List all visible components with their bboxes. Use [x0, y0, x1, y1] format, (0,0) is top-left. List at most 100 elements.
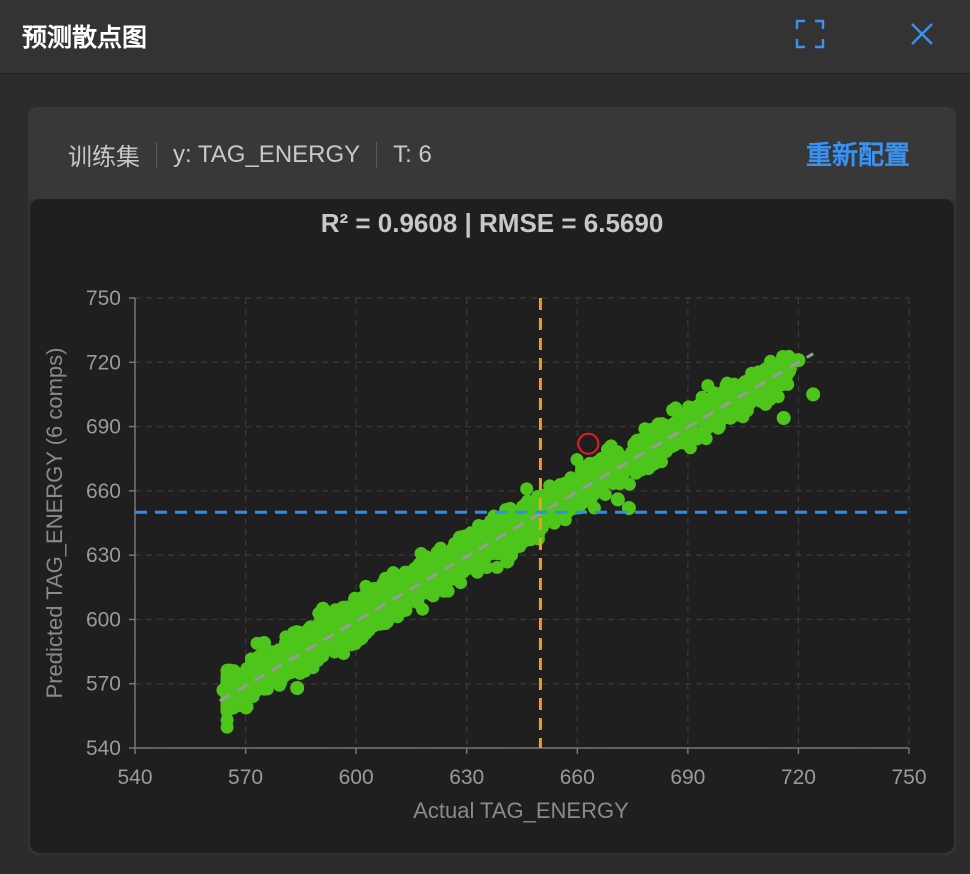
data-point — [778, 369, 791, 383]
data-point — [711, 421, 725, 435]
target-label: y: TAG_ENERGY — [173, 140, 361, 168]
data-point — [766, 383, 780, 397]
reference-lines — [135, 298, 909, 748]
data-point — [282, 636, 296, 650]
data-point — [242, 668, 256, 682]
data-point — [759, 397, 773, 411]
data-point — [693, 401, 707, 415]
data-point — [430, 545, 444, 559]
data-point — [604, 439, 618, 453]
data-point — [629, 466, 643, 480]
data-point — [754, 385, 768, 399]
y-tick-label: 690 — [86, 416, 121, 439]
data-point — [739, 379, 753, 393]
data-point — [405, 585, 419, 599]
data-point — [520, 482, 534, 496]
data-point — [708, 409, 722, 423]
chart-title: R² = 0.9608 | RMSE = 6.5690 — [321, 208, 664, 238]
y-tick-label: 600 — [86, 608, 121, 631]
data-point — [475, 534, 489, 547]
x-tick-label: 660 — [560, 766, 595, 789]
window-title: 预测散点图 — [22, 23, 148, 52]
data-point — [451, 573, 465, 586]
data-point — [669, 401, 683, 415]
close-icon — [911, 23, 933, 45]
data-point — [678, 414, 692, 428]
data-point — [309, 633, 323, 647]
x-tick-label: 570 — [228, 766, 263, 789]
y-axis-label: Predicted TAG_ENERGY (6 comps) — [42, 348, 67, 699]
data-point — [622, 452, 635, 466]
data-point — [380, 598, 394, 612]
data-point — [588, 468, 602, 482]
data-point — [333, 619, 347, 633]
divider — [376, 141, 378, 168]
model-meta: 训练集 y: TAG_ENERGY T: 6 — [68, 137, 432, 172]
y-tick-label: 720 — [86, 351, 121, 374]
data-point — [453, 559, 467, 573]
data-point — [649, 428, 663, 442]
y-tick-label: 750 — [86, 287, 121, 310]
data-point — [304, 620, 317, 634]
data-point — [693, 411, 707, 425]
data-point — [570, 453, 584, 467]
data-point — [315, 601, 330, 616]
data-point — [728, 404, 742, 418]
data-point — [636, 455, 650, 469]
panel-header: 训练集 y: TAG_ENERGY T: 6 重新配置 — [28, 107, 956, 199]
data-point — [596, 460, 610, 474]
data-point — [392, 572, 406, 586]
data-point — [573, 473, 587, 487]
data-point — [379, 617, 392, 630]
data-point — [551, 499, 565, 513]
data-point — [661, 419, 675, 433]
components-label: T: 6 — [393, 140, 432, 168]
data-point — [295, 631, 309, 644]
data-point — [500, 554, 515, 569]
data-point — [490, 560, 504, 574]
data-point — [467, 556, 480, 570]
data-point — [257, 636, 271, 650]
x-axis-label: Actual TAG_ENERGY — [413, 798, 629, 823]
data-point — [417, 578, 431, 591]
data-point — [695, 390, 709, 404]
title-bar: 预测散点图 — [0, 0, 970, 74]
x-tick-label: 630 — [449, 766, 484, 789]
data-point — [268, 649, 282, 663]
data-point — [732, 394, 745, 407]
y-tick-label: 660 — [86, 480, 121, 503]
data-point — [727, 377, 741, 391]
x-tick-label: 750 — [891, 766, 926, 789]
divider — [156, 141, 157, 168]
data-point — [678, 426, 692, 440]
close-button[interactable] — [906, 18, 938, 50]
data-point — [383, 580, 396, 594]
highlighted-point-ring — [577, 432, 600, 455]
axes: 540 570 600 630 660 690 720 750 540 570 600 630 660 6… — [86, 287, 927, 789]
data-point — [359, 626, 373, 640]
x-tick-label: 540 — [117, 766, 152, 789]
reconfigure-button[interactable]: 重新配置 — [805, 141, 910, 171]
fullscreen-button[interactable] — [794, 18, 826, 50]
data-point — [361, 615, 375, 628]
data-point — [333, 636, 347, 650]
data-point — [509, 534, 523, 548]
data-point — [508, 507, 522, 521]
data-point — [437, 584, 451, 598]
data-point — [339, 608, 353, 622]
data-point — [359, 579, 373, 593]
data-point — [806, 387, 821, 402]
y-tick-label: 630 — [86, 544, 121, 567]
data-point — [337, 647, 351, 660]
data-point — [549, 488, 563, 502]
chart-panel: 训练集 y: TAG_ENERGY T: 6 重新配置 R² = 0.9608 … — [28, 107, 956, 855]
data-point — [416, 602, 429, 616]
data-point — [220, 663, 234, 677]
data-point — [310, 645, 324, 659]
dataset-label: 训练集 — [68, 144, 140, 171]
data-point — [220, 713, 234, 727]
identity-line — [219, 352, 814, 703]
fullscreen-icon — [795, 19, 825, 49]
